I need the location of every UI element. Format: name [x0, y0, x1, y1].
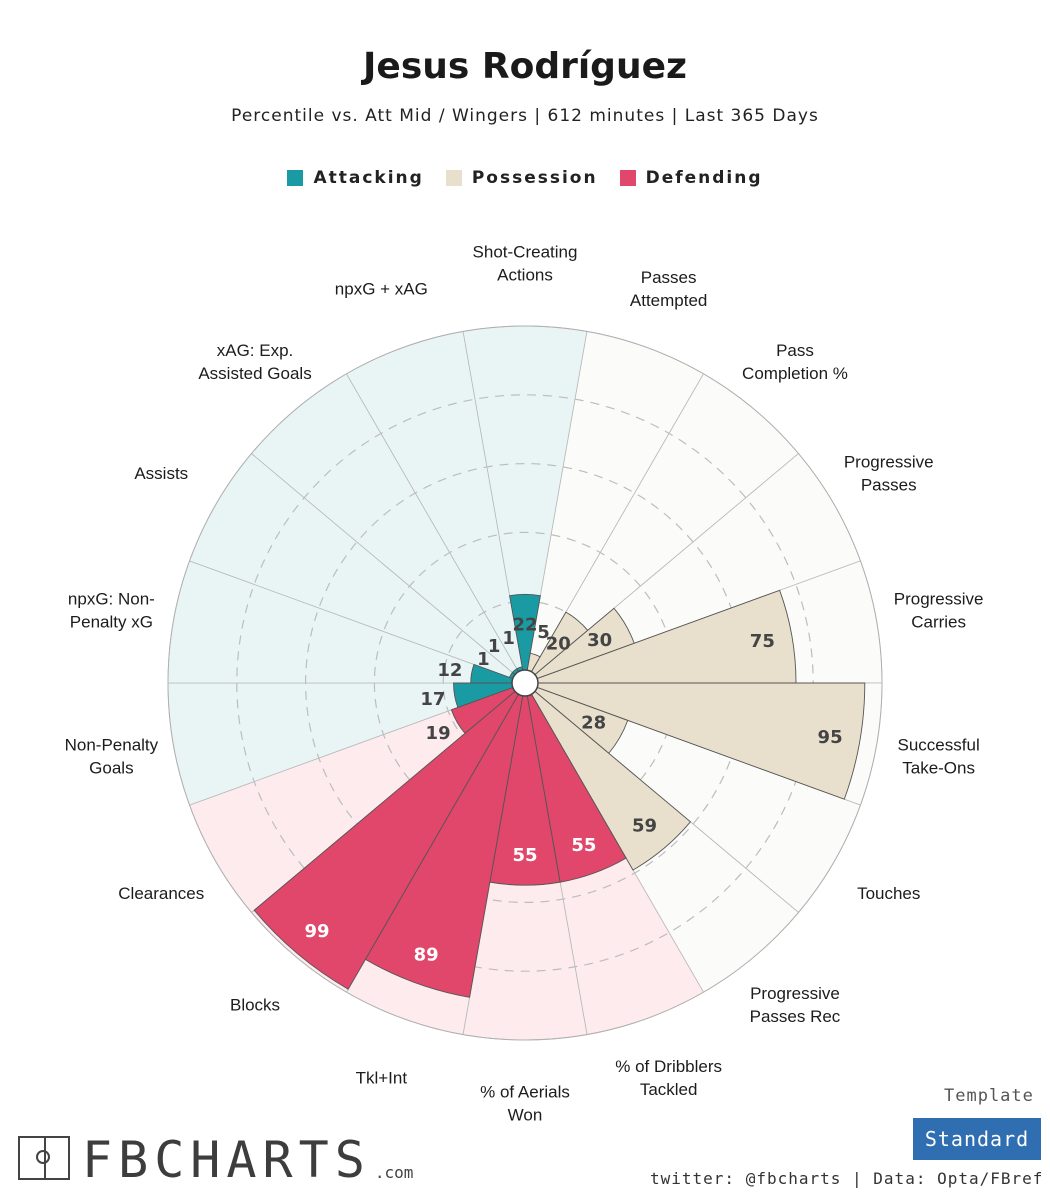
pitch-icon [18, 1136, 70, 1180]
category-label-line: Progressive [894, 590, 984, 609]
category-label: Tkl+Int [356, 1069, 408, 1088]
value-label: 17 [420, 689, 445, 710]
category-label-line: Carries [911, 613, 966, 632]
value-label: 1 [477, 649, 490, 670]
category-label-line: Won [508, 1106, 543, 1125]
category-label: Clearances [118, 884, 204, 903]
template-button[interactable]: Standard [913, 1118, 1041, 1160]
category-label-line: npxG: Non- [68, 590, 155, 609]
value-label: 75 [750, 631, 775, 652]
legend-swatch-possession [445, 170, 462, 186]
category-label-line: Progressive [750, 984, 840, 1003]
category-label: npxG + xAG [335, 279, 428, 298]
value-label: 28 [581, 713, 606, 734]
category-label-line: Attempted [630, 291, 708, 310]
chart-title: Jesus Rodríguez [363, 46, 687, 87]
category-label: Touches [857, 884, 920, 903]
legend-item-defending: Defending [619, 168, 763, 188]
category-label-line: Passes [641, 268, 697, 287]
value-label: 22 [512, 614, 537, 635]
value-label: 5 [537, 622, 550, 643]
category-label-line: Tkl+Int [356, 1069, 408, 1088]
category-label: Blocks [230, 996, 280, 1015]
category-label-line: npxG + xAG [335, 279, 428, 298]
category-label-line: Passes Rec [750, 1007, 841, 1026]
logo-text: FBCHARTS [82, 1131, 371, 1189]
value-label: 1 [488, 636, 501, 657]
category-label-line: xAG: Exp. [217, 341, 294, 360]
value-label: 55 [571, 835, 596, 856]
legend-label-defending: Defending [645, 168, 763, 188]
center-hole [511, 669, 539, 697]
category-label: Shot-Creating Actions [473, 243, 578, 285]
category-label: Progressive Carries [894, 590, 984, 632]
fbcharts-logo: FBCHARTS .com [18, 1131, 414, 1189]
value-label: 12 [437, 660, 462, 681]
category-label: Successful Take-Ons [898, 735, 980, 777]
category-label-line: Tackled [640, 1080, 698, 1099]
template-label: Template [944, 1086, 1034, 1106]
category-label-line: Goals [89, 758, 133, 777]
legend-swatch-defending [619, 170, 636, 186]
category-label-line: Shot-Creating [473, 243, 578, 262]
value-labels: 22 520 30 75 95 28 59 55 55 89 99 19 17 12 11 1 [304, 614, 842, 965]
category-label-line: % of Aerials [480, 1083, 570, 1102]
category-label: Pass Completion % [742, 341, 848, 383]
legend-item-attacking: Attacking [287, 168, 423, 188]
category-label-line: Passes [861, 476, 917, 495]
legend-item-possession: Possession [445, 168, 598, 188]
category-label: Progressive Passes Rec [750, 984, 841, 1026]
category-label: Progressive Passes [844, 453, 934, 495]
logo-domain: .com [374, 1163, 414, 1182]
category-label: Assists [134, 464, 188, 483]
chart-subtitle: Percentile vs. Att Mid / Wingers | 612 m… [231, 106, 819, 126]
outer-ring [167, 325, 883, 1041]
legend: Attacking Possession Defending [0, 168, 1050, 188]
value-label: 55 [512, 845, 537, 866]
value-label: 30 [587, 630, 612, 651]
category-label-line: % of Dribblers [615, 1057, 722, 1076]
bars [253, 589, 866, 998]
category-label-line: Touches [857, 884, 920, 903]
value-label: 59 [632, 815, 657, 836]
value-label: 89 [414, 945, 439, 966]
legend-label-attacking: Attacking [313, 168, 424, 188]
value-label: 19 [426, 723, 451, 744]
category-label-line: Penalty xG [70, 613, 153, 632]
value-label: 1 [502, 628, 515, 649]
category-label: Non-Penalty Goals [65, 735, 159, 777]
category-label-line: Actions [497, 266, 553, 285]
category-label: npxG: Non- Penalty xG [68, 590, 155, 632]
category-labels: Shot-Creating Actions Passes Attempted Pass C… [65, 243, 984, 1125]
value-label: 99 [304, 921, 329, 942]
value-label: 95 [818, 727, 843, 748]
value-label: 20 [546, 633, 571, 654]
category-label-line: Progressive [844, 453, 934, 472]
category-label: % of Aerials Won [480, 1083, 570, 1125]
category-label: xAG: Exp. Assisted Goals [198, 341, 311, 383]
category-label: % of Dribblers Tackled [615, 1057, 722, 1099]
category-label-line: Non-Penalty [65, 735, 159, 754]
category-label-line: Blocks [230, 996, 280, 1015]
category-label-line: Completion % [742, 364, 848, 383]
category-label-line: Successful [898, 735, 980, 754]
legend-swatch-attacking [287, 170, 304, 186]
category-label-line: Take-Ons [902, 758, 975, 777]
legend-label-possession: Possession [471, 168, 598, 188]
category-label-line: Assisted Goals [198, 364, 311, 383]
category-label-line: Clearances [118, 884, 204, 903]
category-label: Passes Attempted [630, 268, 708, 310]
category-label-line: Assists [134, 464, 188, 483]
category-label-line: Pass [776, 341, 814, 360]
credit-text: twitter: @fbcharts | Data: Opta/FBref [650, 1169, 1044, 1188]
